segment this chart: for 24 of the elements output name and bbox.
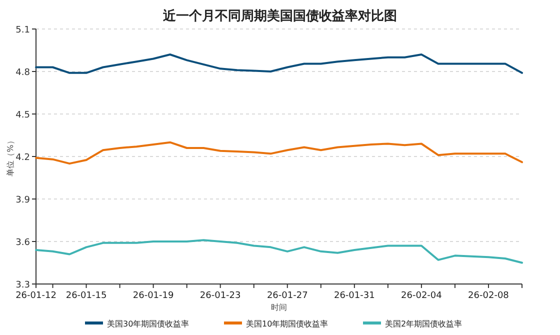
line-series xyxy=(35,239,523,264)
line-series xyxy=(35,54,523,74)
y-axis-title: 单位（%） xyxy=(6,136,15,176)
legend-label: 美国10年期国债收益率 xyxy=(246,320,328,328)
x-tick-label: 26-01-12 xyxy=(16,291,56,301)
y-tick-label: 4.5 xyxy=(16,110,30,120)
y-tick-label: 3.3 xyxy=(16,280,30,290)
x-tick-label: 26-01-23 xyxy=(200,291,241,301)
y-tick-label: 5.1 xyxy=(16,26,30,36)
x-tick-label: 26-01-31 xyxy=(334,291,375,301)
x-tick-label: 26-02-08 xyxy=(468,291,510,301)
legend-label: 美国30年期国债收益率 xyxy=(107,320,190,328)
line-series xyxy=(35,141,523,165)
y-tick-label: 4.2 xyxy=(16,153,30,163)
x-tick-label: 26-01-27 xyxy=(266,291,308,301)
x-tick-label: 26-01-15 xyxy=(66,291,107,301)
x-tick-label: 26-01-19 xyxy=(132,291,174,301)
legend-label: 美国2年期国债收益率 xyxy=(385,320,462,328)
y-tick-label: 3.9 xyxy=(16,196,30,206)
chart-title: 近一个月不同周期美国国债收益率对比图 xyxy=(162,8,397,24)
x-axis-title: 时间 xyxy=(271,303,287,312)
x-tick-label: 26-02-04 xyxy=(401,291,442,301)
y-tick-label: 4.8 xyxy=(16,68,30,78)
y-tick-label: 3.6 xyxy=(16,238,30,248)
